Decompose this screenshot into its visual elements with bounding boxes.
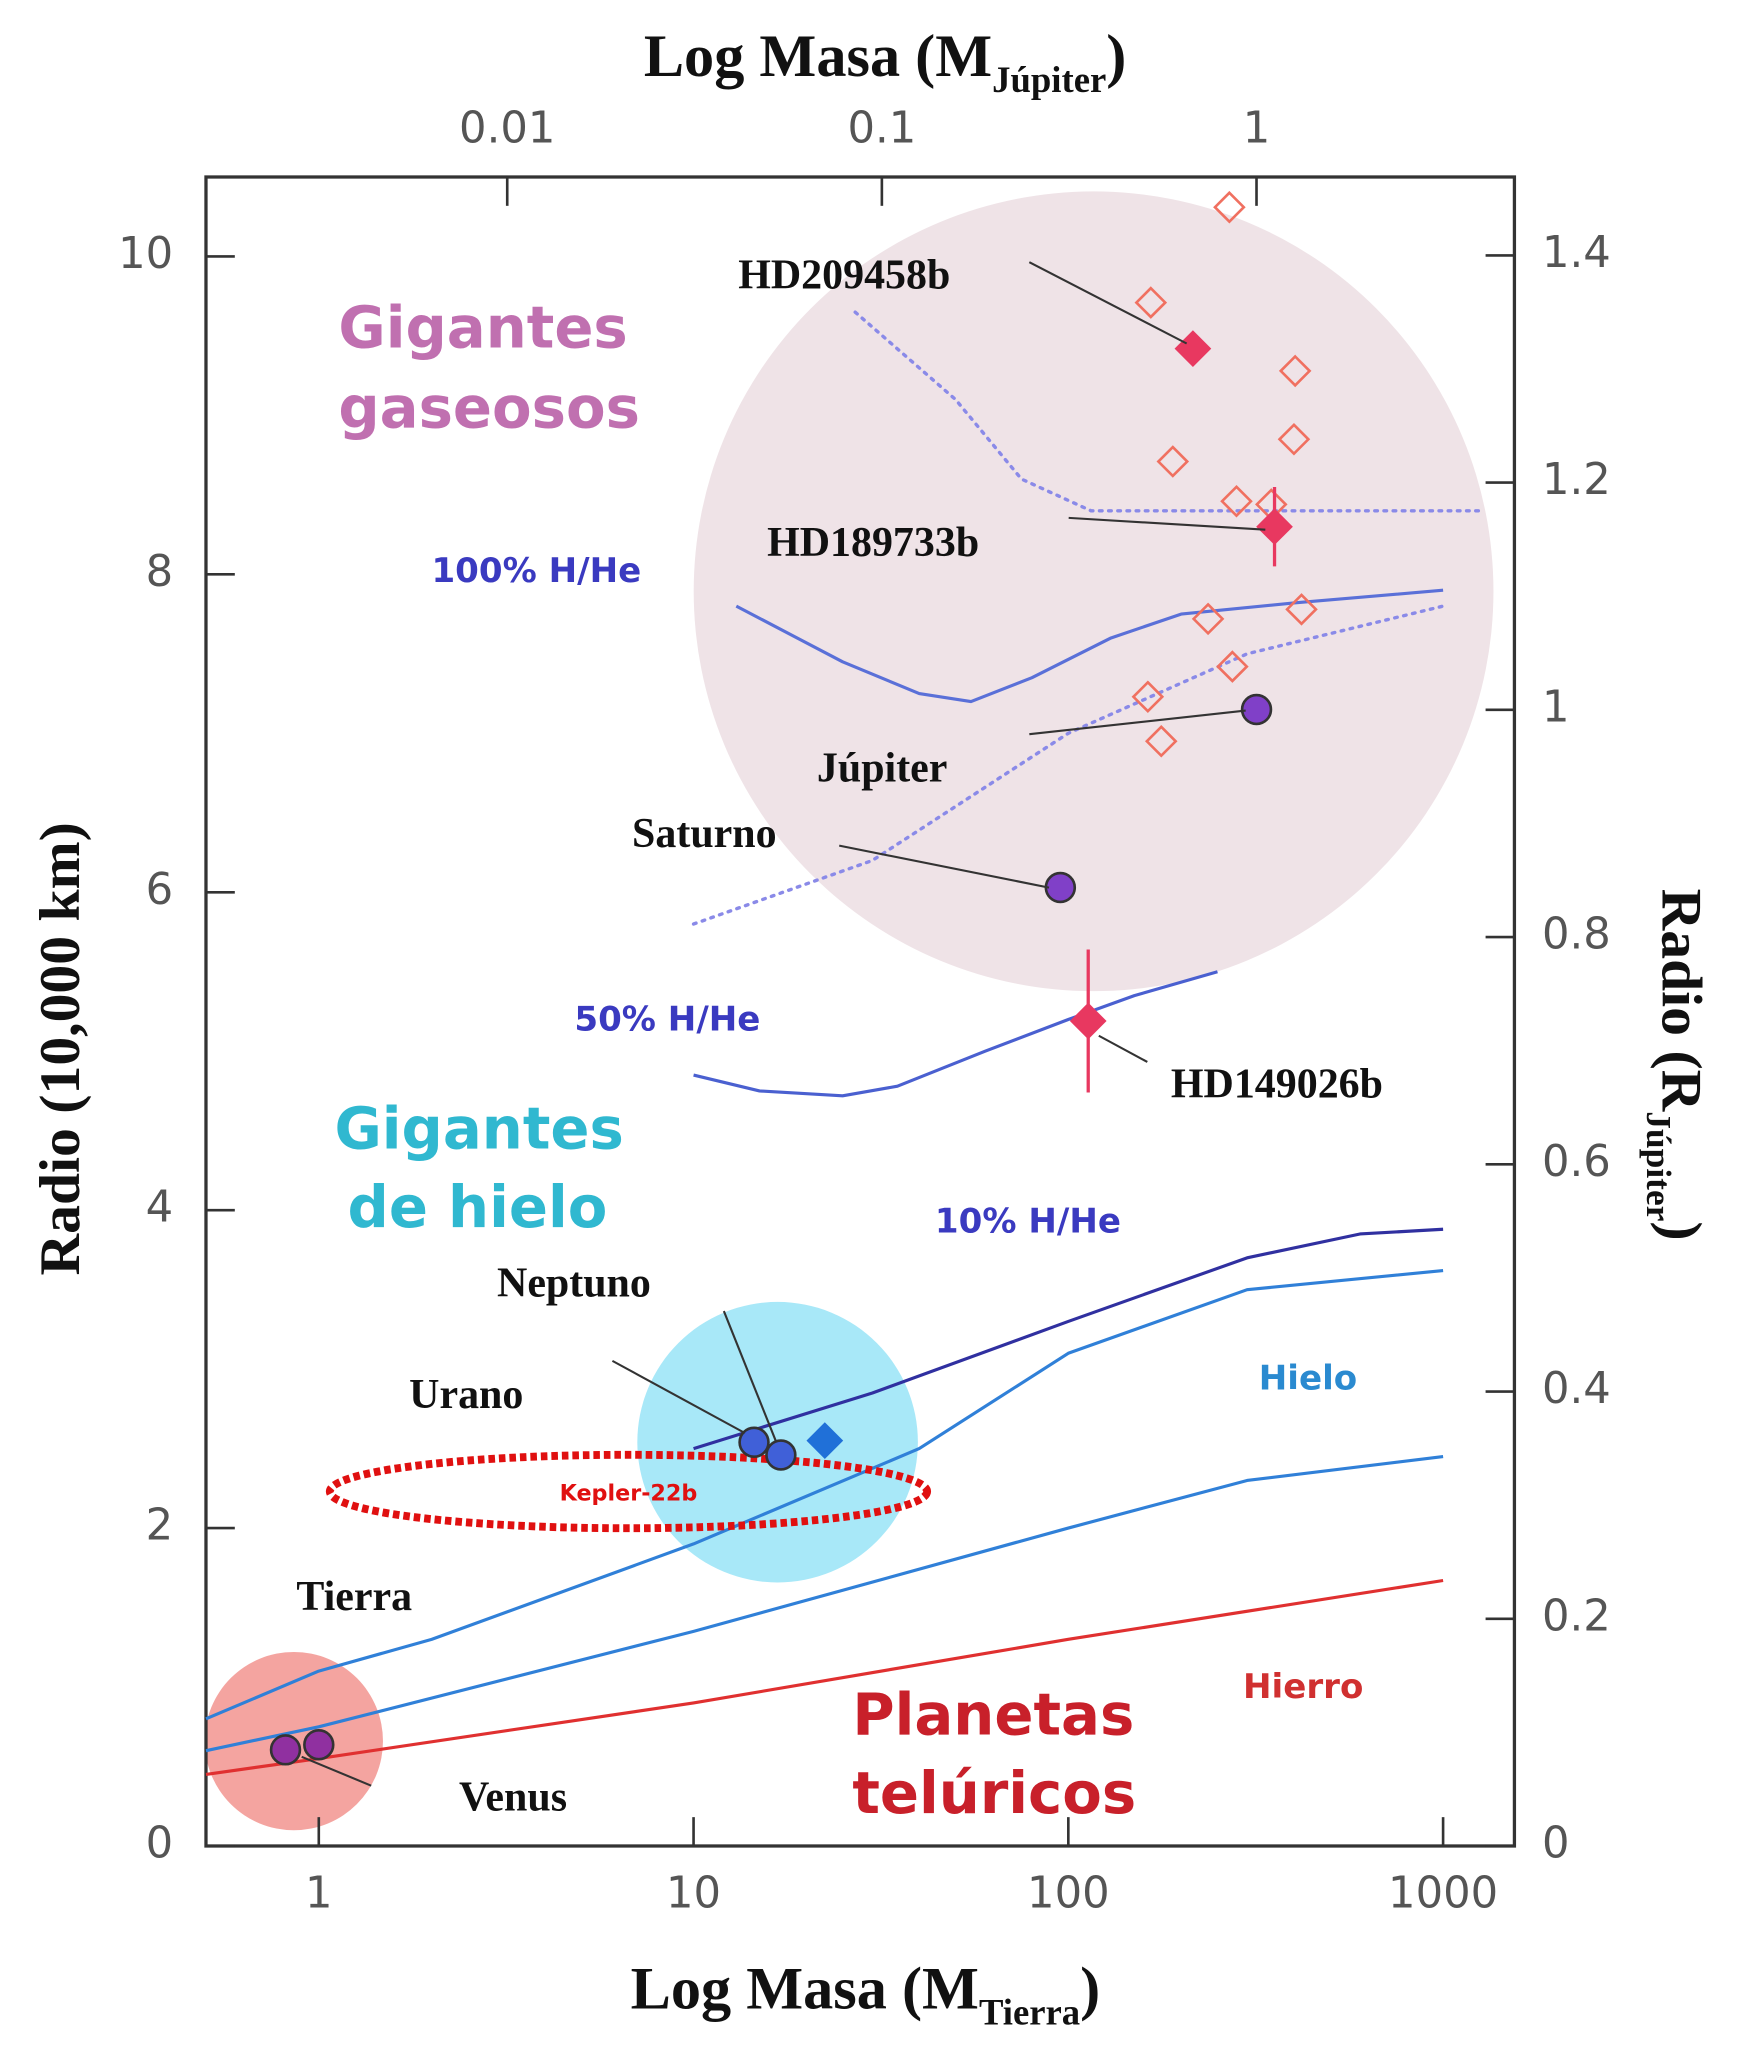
x2-tick-label: 0.1 (847, 104, 916, 154)
y2-axis-title: Radio (RJúpiter) (1639, 889, 1713, 1241)
point-label: Venus (459, 1775, 567, 1821)
point-label: HD189733b (767, 520, 979, 566)
planet-point (269, 1734, 302, 1766)
y-axis-title: Radio (10,000 km) (29, 822, 92, 1275)
y2-title-main: Radio (R (1650, 889, 1713, 1113)
open-diamond (1134, 286, 1168, 319)
y2-tick-label: 1.4 (1542, 228, 1611, 278)
y-tick-label: 6 (146, 865, 174, 915)
diamond-point (1174, 330, 1212, 368)
open-diamond (1220, 484, 1253, 518)
leader-line (611, 1359, 746, 1434)
plot-frame (204, 175, 1517, 1848)
x-title-main: Log Masa (M (631, 1956, 979, 2023)
curve-label: 10% H/He (935, 1201, 1121, 1241)
y2-tick-label: 0.4 (1542, 1364, 1611, 1414)
leader-line (1029, 709, 1246, 736)
open-diamond (1156, 445, 1190, 478)
gas-giant-region (693, 191, 1494, 992)
model-curve (205, 1268, 1444, 1721)
curve-label: Hielo (1259, 1359, 1357, 1399)
region-label: gaseosos (338, 373, 640, 441)
x2-title-end: ) (1106, 23, 1126, 90)
y-tick-label: 4 (146, 1183, 174, 1233)
y2-tick-label: 0.6 (1542, 1137, 1611, 1187)
x-tick-label: 1000 (1388, 1868, 1498, 1918)
y2-tick-label: 1 (1542, 682, 1570, 732)
kepler-ellipse (325, 1450, 932, 1533)
leader-line (301, 1755, 372, 1787)
open-diamond (1131, 680, 1165, 714)
planet-point (303, 1728, 335, 1761)
x-tick-label: 1 (305, 1868, 333, 1918)
planet-point (738, 1426, 770, 1458)
x-tick-label: 100 (1027, 1868, 1110, 1918)
x2-title-main: Log Masa (M (644, 23, 992, 90)
curve-label: 50% H/He (574, 1000, 760, 1040)
diamond-point (806, 1422, 844, 1460)
leader-line (722, 1310, 778, 1443)
region-label: Planetas (852, 1681, 1134, 1749)
open-diamond (1144, 724, 1178, 758)
leader-line (1028, 261, 1188, 345)
x-title-sub: Tierra (979, 1991, 1080, 2032)
open-diamond (1216, 650, 1249, 683)
x2-tick-label: 1 (1243, 104, 1271, 154)
planet-point (1044, 871, 1077, 904)
leader-line (839, 844, 1050, 889)
y2-tick-label: 0 (1542, 1818, 1570, 1868)
model-curve (693, 970, 1218, 1098)
curve-label: Hierro (1243, 1667, 1363, 1707)
y-tick-label: 0 (146, 1818, 174, 1868)
y-tick-label: 8 (146, 547, 174, 597)
point-label: Neptuno (497, 1261, 651, 1307)
point-label: HD149026b (1171, 1061, 1383, 1107)
y-tick-label: 10 (118, 229, 173, 279)
point-label: Tierra (296, 1574, 412, 1620)
x-tick-label: 10 (666, 1868, 721, 1918)
x2-title-sub: Júpiter (992, 59, 1106, 100)
point-label: Urano (409, 1372, 523, 1418)
open-diamond (1285, 593, 1318, 626)
x2-axis-title: Log Masa (MJúpiter) (644, 23, 1127, 100)
y2-title-end: ) (1650, 1221, 1713, 1240)
model-curve (735, 588, 1444, 704)
y2-title-sub: Júpiter (1639, 1111, 1679, 1221)
point-label: Júpiter (817, 745, 947, 791)
model-curve (853, 310, 1483, 513)
curve-label: 100% H/He (431, 551, 641, 591)
open-diamond (1213, 190, 1246, 224)
region-label: telúricos (852, 1759, 1136, 1827)
region-label: Gigantes (334, 1094, 623, 1162)
diamond-point (1069, 1002, 1107, 1040)
region-label: Gigantes (338, 293, 627, 361)
planet-point (1240, 693, 1273, 726)
planet-point (765, 1439, 797, 1471)
y-tick-label: 2 (146, 1501, 174, 1551)
x2-tick-label: 0.01 (459, 104, 555, 154)
leader-line (1098, 1034, 1148, 1063)
model-curve (205, 1455, 1444, 1753)
open-diamond (1277, 422, 1311, 456)
model-curve (691, 604, 1445, 926)
y2-tick-label: 1.2 (1542, 455, 1611, 505)
point-label: Saturno (632, 811, 777, 857)
kepler-label: Kepler-22b (560, 1481, 698, 1507)
marks (205, 176, 1515, 1848)
open-diamond (1191, 602, 1225, 636)
model-curve (693, 1227, 1444, 1451)
y2-tick-label: 0.2 (1542, 1591, 1611, 1641)
leader-line (1068, 516, 1266, 531)
x-axis-title: Log Masa (MTierra) (631, 1956, 1101, 2033)
region-label: de hielo (348, 1173, 608, 1241)
y2-tick-label: 0.8 (1542, 910, 1611, 960)
open-diamond (1278, 354, 1312, 388)
point-label: HD209458b (738, 252, 950, 298)
x-title-end: ) (1080, 1956, 1100, 2023)
